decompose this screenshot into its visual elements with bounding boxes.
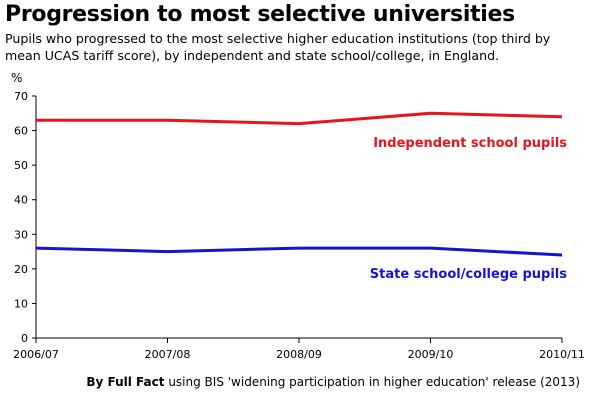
series-line-state bbox=[35, 246, 563, 257]
y-tick-label: 20 bbox=[14, 263, 28, 276]
y-tick-label: 30 bbox=[14, 228, 28, 241]
x-tick-label: 2007/08 bbox=[145, 348, 191, 361]
y-tick-label: 50 bbox=[14, 159, 28, 172]
x-tick-label: 2009/10 bbox=[408, 348, 454, 361]
x-tick-label: 2010/11 bbox=[539, 348, 585, 361]
series-labels: Independent school pupils State school/co… bbox=[370, 136, 567, 282]
chart-title: Progression to most selective universiti… bbox=[5, 2, 515, 27]
series-label-independent: Independent school pupils bbox=[373, 136, 567, 151]
x-tick-label: 2006/07 bbox=[13, 348, 59, 361]
x-axis: 2006/07 2007/08 2008/09 2009/10 2010/11 bbox=[13, 337, 585, 361]
y-axis: 0 10 20 30 40 50 60 70 bbox=[14, 90, 37, 345]
x-tick-label: 2008/09 bbox=[276, 348, 322, 361]
y-axis-unit-label: % bbox=[11, 71, 22, 85]
y-tick-label: 0 bbox=[21, 332, 28, 345]
y-tick-label: 60 bbox=[14, 125, 28, 138]
footer-source: using BIS 'widening participation in hig… bbox=[164, 375, 580, 389]
y-tick-label: 70 bbox=[14, 90, 28, 103]
footer-byline: By Full Fact bbox=[86, 375, 165, 389]
series-group bbox=[35, 111, 563, 257]
source-footer: By Full Fact using BIS 'widening partici… bbox=[86, 375, 580, 389]
y-tick-label: 40 bbox=[14, 194, 28, 207]
y-tick-label: 10 bbox=[14, 297, 28, 310]
series-line-independent bbox=[36, 111, 563, 126]
series-label-state: State school/college pupils bbox=[370, 267, 567, 282]
chart-subtitle: Pupils who progressed to the most select… bbox=[5, 31, 551, 63]
